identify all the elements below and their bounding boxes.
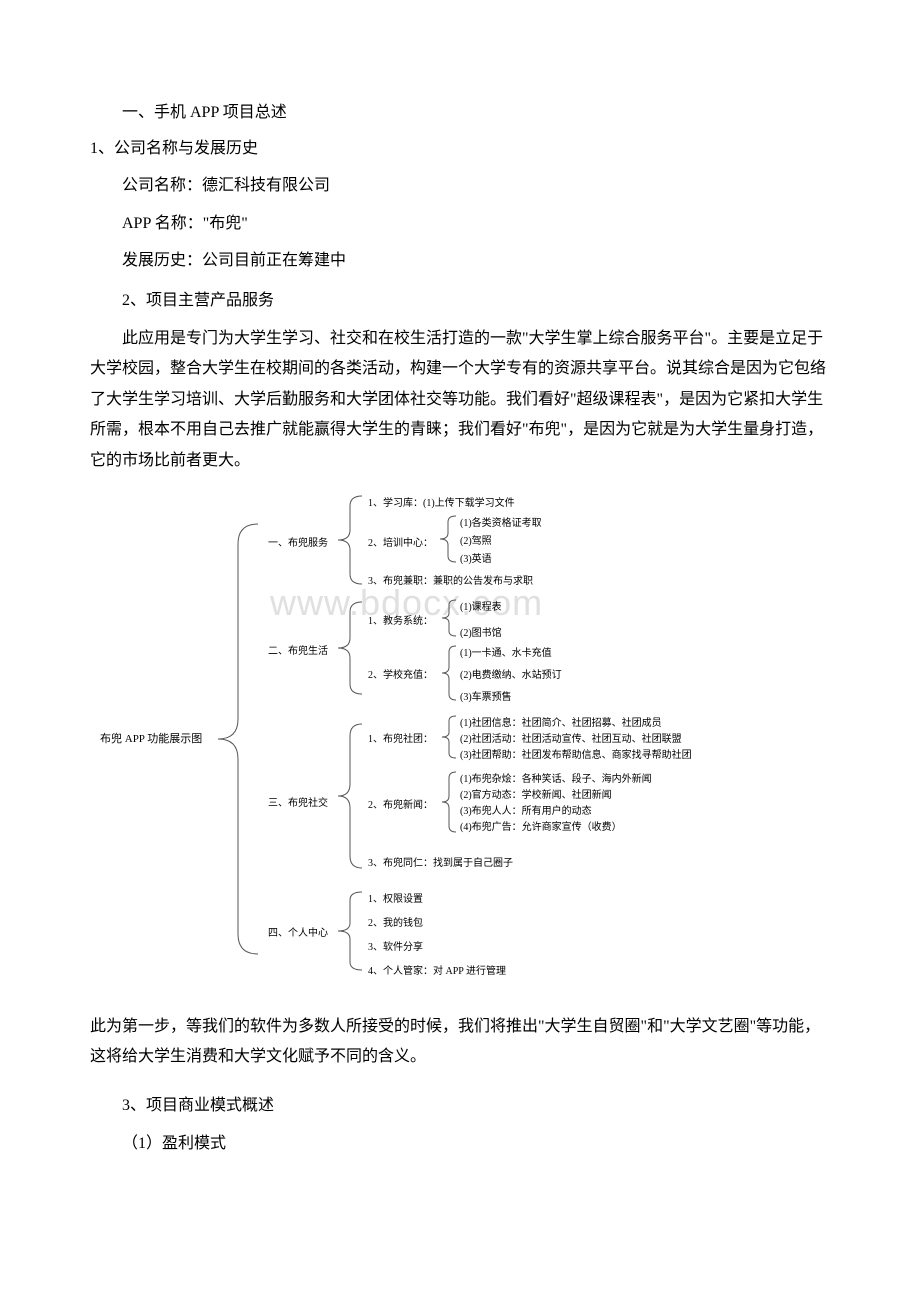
b1-c1: 1、学习库：(1)上传下载学习文件	[368, 494, 515, 509]
b3-c1b: (2)社团活动：社团活动宣传、社团互动、社团联盟	[460, 730, 682, 745]
branch-2-title: 二、布兜生活	[268, 642, 328, 657]
b2-c2: 2、学校充值：	[368, 666, 433, 681]
app-name: APP 名称："布兜"	[90, 211, 830, 237]
b2-c1: 1、教务系统：	[368, 612, 433, 627]
b3-c3: 3、布兜同仁：找到属于自己圈子	[368, 854, 513, 869]
branch-1-title: 一、布兜服务	[268, 534, 328, 549]
subsection-3: 3、项目商业模式概述	[90, 1091, 830, 1115]
b2-c2b: (2)电费缴纳、水站预订	[460, 666, 562, 681]
b2-c1b: (2)图书馆	[460, 624, 502, 639]
b4-c2: 2、我的钱包	[368, 914, 423, 929]
b3-c2: 2、布兜新闻：	[368, 796, 433, 811]
b1-c2: 2、培训中心：	[368, 534, 433, 549]
b1-c2b: (2)驾照	[460, 532, 492, 547]
feature-diagram: www.bdocx.com 布兜 APP 功能展示图 一、布兜服务 1、学习库：…	[90, 494, 830, 984]
b4-c1: 1、权限设置	[368, 890, 423, 905]
company-name: 公司名称：德汇科技有限公司	[90, 173, 830, 199]
subsection-3-1: （1）盈利模式	[90, 1129, 830, 1153]
b3-c2c: (3)布兜人人：所有用户的动态	[460, 802, 592, 817]
branch-4-title: 四、个人中心	[268, 924, 328, 939]
b3-c1: 1、布兜社团：	[368, 730, 433, 745]
b1-c2a: (1)各类资格证考取	[460, 514, 542, 529]
b1-c2c: (3)英语	[460, 550, 492, 565]
b2-c2a: (1)一卡通、水卡充值	[460, 644, 552, 659]
b2-c1a: (1)课程表	[460, 598, 502, 613]
b4-c4: 4、个人管家：对 APP 进行管理	[368, 962, 506, 977]
tree-root: 布兜 APP 功能展示图	[100, 730, 202, 746]
b3-c2d: (4)布兜广告：允许商家宣传（收费）	[460, 818, 622, 833]
b3-c1a: (1)社团信息：社团简介、社团招募、社团成员	[460, 714, 662, 729]
paragraph-next-step: 此为第一步，等我们的软件为多数人所接受的时候，我们将推出"大学生自贸圈"和"大学…	[90, 1012, 830, 1073]
b4-c3: 3、软件分享	[368, 938, 423, 953]
b3-c1c: (3)社团帮助：社团发布帮助信息、商家找寻帮助社团	[460, 746, 692, 761]
branch-3-title: 三、布兜社交	[268, 794, 328, 809]
section-heading-1: 一、手机 APP 项目总述	[90, 100, 830, 126]
subsection-2: 2、项目主营产品服务	[90, 286, 830, 310]
subsection-1: 1、公司名称与发展历史	[90, 136, 830, 162]
b1-c3: 3、布兜兼职：兼职的公告发布与求职	[368, 572, 533, 587]
history-line: 发展历史：公司目前正在筹建中	[90, 248, 830, 274]
b3-c2a: (1)布兜杂烩：各种笑话、段子、海内外新闻	[460, 770, 652, 785]
b3-c2b: (2)官方动态：学校新闻、社团新闻	[460, 786, 612, 801]
paragraph-intro: 此应用是专门为大学生学习、社交和在校生活打造的一款"大学生掌上综合服务平台"。主…	[90, 324, 830, 476]
b2-c2c: (3)车票预售	[460, 688, 512, 703]
